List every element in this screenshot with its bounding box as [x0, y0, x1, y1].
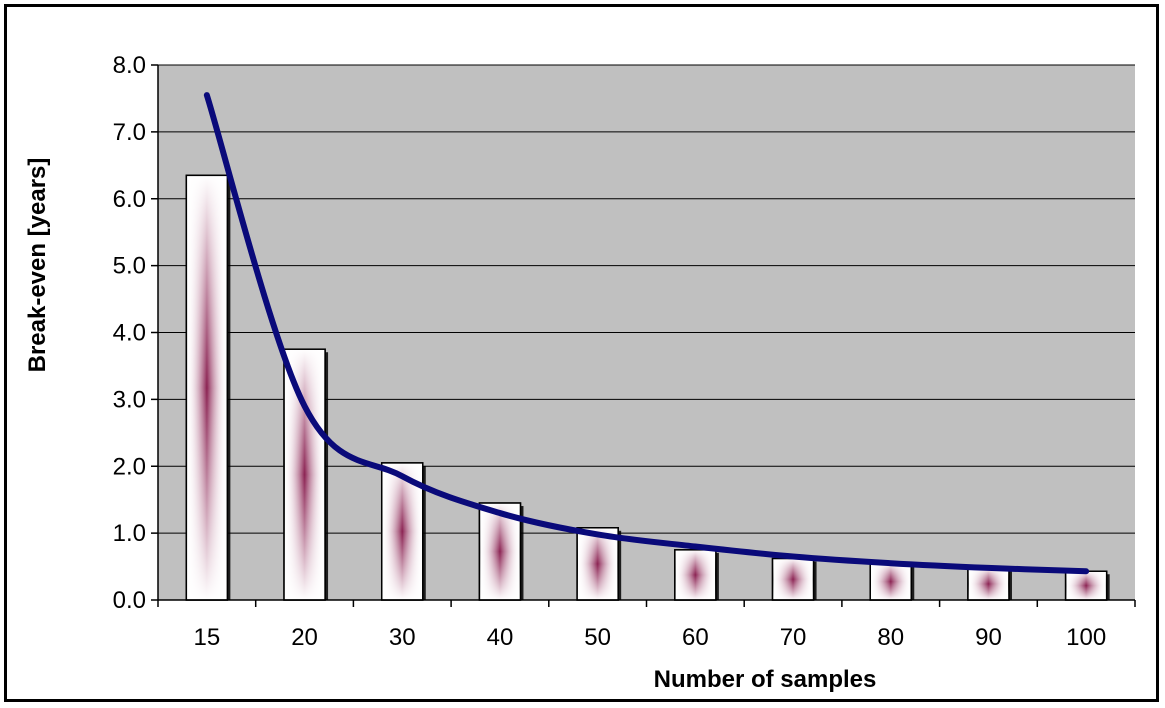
bar [1064, 570, 1110, 601]
bar [576, 527, 622, 601]
trend-line [203, 92, 1090, 575]
y-tick-label: 1.0 [113, 520, 146, 547]
y-tick-label: 6.0 [113, 186, 146, 213]
y-tick-label: 7.0 [113, 119, 146, 146]
y-tick-label: 0.0 [113, 587, 146, 614]
x-tick-label: 100 [1066, 624, 1106, 651]
tick-labels: 0.0 1.0 2.0 3.0 4.0 5.0 6.0 7.0 8.0 15 20 30 40 50 60 7… [113, 52, 1107, 651]
chart-svg: 0.0 1.0 2.0 3.0 4.0 5.0 6.0 7.0 8.0 15 20 30 40 50 60 7… [24, 52, 1136, 693]
y-tick-label: 3.0 [113, 386, 146, 413]
bar [967, 567, 1012, 601]
x-tick-label: 90 [975, 624, 1002, 651]
bar [380, 462, 426, 601]
bar [771, 557, 817, 601]
y-tick-label: 5.0 [113, 253, 146, 280]
x-tick-label: 60 [682, 624, 709, 651]
chart-frame: 0.0 1.0 2.0 3.0 4.0 5.0 6.0 7.0 8.0 15 20 30 40 50 60 7… [4, 4, 1159, 702]
x-tick-label: 40 [487, 624, 514, 651]
bars [185, 174, 1110, 601]
y-tick-label: 2.0 [113, 453, 146, 480]
y-axis-title: Break-even [years] [24, 158, 51, 373]
bar [185, 174, 231, 601]
x-tick-label: 50 [584, 624, 611, 651]
x-axis-title: Number of samples [654, 666, 877, 693]
bar [869, 562, 915, 601]
x-tick-label: 15 [193, 624, 220, 651]
x-tick-label: 80 [877, 624, 904, 651]
x-tick-label: 70 [780, 624, 807, 651]
x-tick-label: 30 [389, 624, 416, 651]
axes [151, 64, 1136, 607]
x-tick-label: 20 [291, 624, 318, 651]
trend-line-path [203, 92, 1090, 575]
y-tick-label: 4.0 [113, 320, 146, 347]
bar [283, 348, 329, 601]
bar [674, 549, 719, 601]
y-tick-label: 8.0 [113, 52, 146, 79]
